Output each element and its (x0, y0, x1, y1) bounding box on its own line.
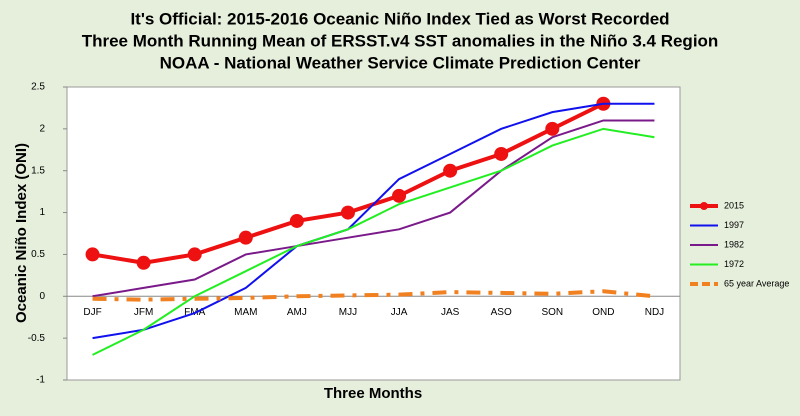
legend-label: 1997 (724, 220, 744, 230)
legend-marker (700, 202, 708, 210)
data-point (136, 255, 151, 270)
y-tick-label: -0.5 (28, 333, 46, 344)
data-point (443, 163, 458, 178)
x-tick-label: AMJ (287, 307, 307, 318)
y-tick-label: 1.5 (31, 165, 45, 176)
legend-label: 2015 (724, 200, 744, 210)
y-tick-label: -1 (36, 375, 45, 386)
legend-label: 1972 (724, 259, 744, 269)
series-line (92, 102, 655, 340)
x-tick-label: DJF (83, 307, 101, 318)
data-point (545, 121, 560, 136)
data-point (238, 230, 253, 245)
data-point (494, 146, 509, 161)
x-tick-label: SON (541, 307, 563, 318)
x-tick-label: JFM (134, 307, 153, 318)
x-tick-label: OND (592, 307, 614, 318)
y-axis-title: Oceanic Niño Index (ONI) (13, 143, 30, 323)
data-point (392, 188, 407, 203)
y-tick-label: 2 (39, 123, 45, 134)
x-tick-label: ASO (491, 307, 512, 318)
data-point (289, 213, 304, 228)
series-line (92, 119, 655, 298)
data-point (187, 247, 202, 262)
chart-title: It's Official: 2015-2016 Oceanic Niño In… (130, 9, 669, 28)
y-tick-label: 0 (39, 291, 45, 302)
series-line (92, 289, 655, 302)
x-tick-label: JAS (441, 307, 460, 318)
y-tick-label: 2.5 (31, 82, 45, 93)
data-point (85, 247, 100, 262)
x-axis-title: Three Months (324, 385, 422, 402)
y-tick-label: 0.5 (31, 249, 45, 260)
x-tick-label: JJA (391, 307, 408, 318)
data-point (340, 205, 355, 220)
chart-subtitle: Three Month Running Mean of ERSST.v4 SST… (82, 31, 719, 50)
legend-label: 65 year Average (724, 278, 789, 288)
x-tick-label: NDJ (645, 307, 664, 318)
x-tick-label: MJJ (339, 307, 357, 318)
series-line (92, 127, 655, 356)
chart-source: NOAA - National Weather Service Climate … (160, 53, 641, 72)
legend-label: 1982 (724, 239, 744, 249)
y-tick-label: 1 (39, 207, 45, 218)
x-tick-label: MAM (234, 307, 257, 318)
